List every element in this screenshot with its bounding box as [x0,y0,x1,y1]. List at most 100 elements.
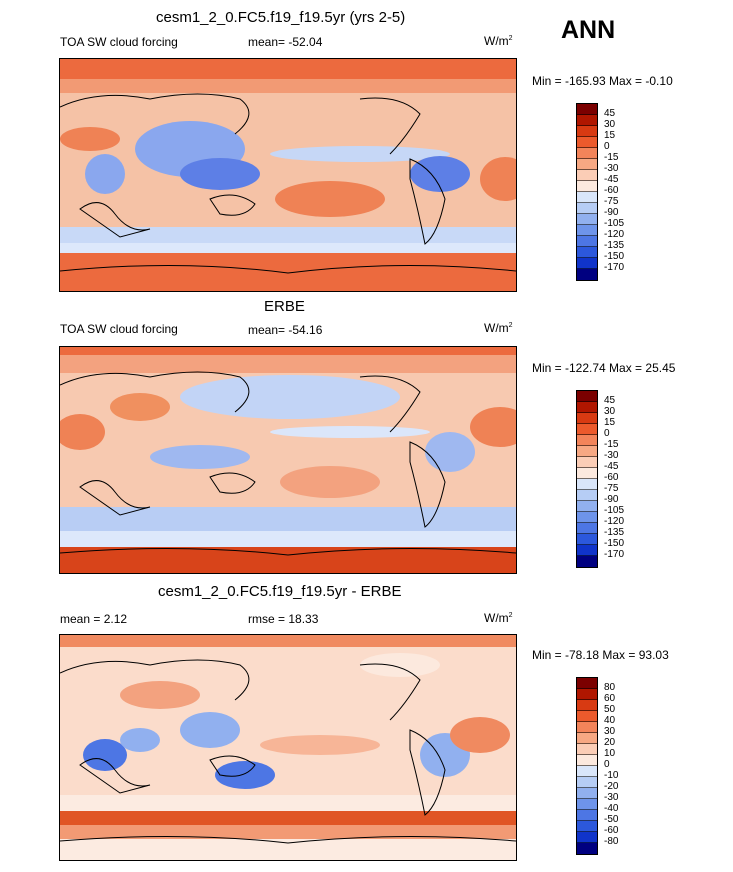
colorbar-bin [577,192,597,203]
colorbar-bin [577,799,597,810]
tick-label: 15 [604,417,616,428]
colorbar-bin [577,170,597,181]
colorbar-bin [577,391,597,402]
tick-label: -40 [604,803,619,814]
panel-1-minmax: Min = -165.93 Max = -0.10 [532,74,673,88]
tick-label: -135 [604,240,625,251]
panel-2-field-label: TOA SW cloud forcing [60,322,178,336]
tick-label: -60 [604,185,619,196]
colorbar-bin [577,490,597,501]
tick-label: -135 [604,527,625,538]
colorbar-bin [577,678,597,689]
colorbar-bin [577,159,597,170]
colorbar-bin [577,689,597,700]
tick-label: -20 [604,781,619,792]
colorbar-bin [577,104,597,115]
colorbar-bin [577,446,597,457]
colorbar-bin [577,424,597,435]
panel-2-colorbar [576,390,598,568]
colorbar-bin [577,247,597,258]
colorbar-bin [577,413,597,424]
tick-label: -10 [604,770,619,781]
colorbar-bin [577,545,597,556]
tick-label: -75 [604,196,619,207]
tick-label: 0 [604,759,610,770]
tick-label: -45 [604,174,619,185]
colorbar-bin [577,843,597,854]
tick-label: -50 [604,814,619,825]
panel-3-units: W/m2 [484,611,513,625]
colorbar-bin [577,214,597,225]
tick-label: -170 [604,262,625,273]
colorbar-bin [577,810,597,821]
colorbar-bin [577,722,597,733]
colorbar-bin [577,777,597,788]
tick-label: -120 [604,229,625,240]
colorbar-bin [577,269,597,280]
tick-label: 10 [604,748,616,759]
tick-label: 45 [604,395,616,406]
panel-2-title: ERBE [264,298,305,315]
tick-label: 40 [604,715,616,726]
tick-label: -30 [604,792,619,803]
tick-label: 15 [604,130,616,141]
panel-2-minmax: Min = -122.74 Max = 25.45 [532,361,676,375]
panel-1-colorbar [576,103,598,281]
panel-2-map [59,346,517,574]
colorbar-bin [577,181,597,192]
tick-label: -80 [604,836,619,847]
colorbar-bin [577,733,597,744]
tick-label: 45 [604,108,616,119]
colorbar-bin [577,512,597,523]
tick-label: -30 [604,163,619,174]
colorbar-bin [577,137,597,148]
colorbar-bin [577,402,597,413]
panel-2-mean: mean= -54.16 [248,323,323,337]
colorbar-bin [577,501,597,512]
panel-3-title: cesm1_2_0.FC5.f19_f19.5yr - ERBE [158,583,402,600]
tick-label: -90 [604,494,619,505]
colorbar-bin [577,755,597,766]
tick-label: 30 [604,726,616,737]
tick-label: 30 [604,119,616,130]
tick-label: -30 [604,450,619,461]
colorbar-bin [577,479,597,490]
tick-label: -75 [604,483,619,494]
tick-label: 30 [604,406,616,417]
colorbar-bin [577,788,597,799]
panel-3-colorbar [576,677,598,855]
panel-1-title: cesm1_2_0.FC5.f19_f19.5yr (yrs 2-5) [156,9,406,26]
colorbar-bin [577,258,597,269]
colorbar-bin [577,225,597,236]
panel-2-units: W/m2 [484,321,513,335]
panel-3-rmse: rmse = 18.33 [248,612,319,626]
colorbar-bin [577,126,597,137]
colorbar-bin [577,556,597,567]
tick-label: 60 [604,693,616,704]
tick-label: -45 [604,461,619,472]
tick-label: 20 [604,737,616,748]
colorbar-bin [577,832,597,843]
panel-3-minmax: Min = -78.18 Max = 93.03 [532,648,669,662]
panel-1-map [59,58,517,292]
tick-label: -15 [604,152,619,163]
colorbar-bin [577,744,597,755]
colorbar-bin [577,534,597,545]
tick-label: 0 [604,428,610,439]
season-label: ANN [561,16,616,44]
panel-1-field-label: TOA SW cloud forcing [60,35,178,49]
tick-label: 50 [604,704,616,715]
colorbar-bin [577,523,597,534]
panel-1-units: W/m2 [484,34,513,48]
tick-label: -105 [604,505,625,516]
colorbar-bin [577,468,597,479]
colorbar-bin [577,766,597,777]
tick-label: -120 [604,516,625,527]
panel-3-mean: mean = 2.12 [60,612,128,626]
colorbar-bin [577,711,597,722]
tick-label: -150 [604,538,625,549]
colorbar-bin [577,203,597,214]
colorbar-bin [577,115,597,126]
panel-1-mean: mean= -52.04 [248,35,323,49]
tick-label: -15 [604,439,619,450]
